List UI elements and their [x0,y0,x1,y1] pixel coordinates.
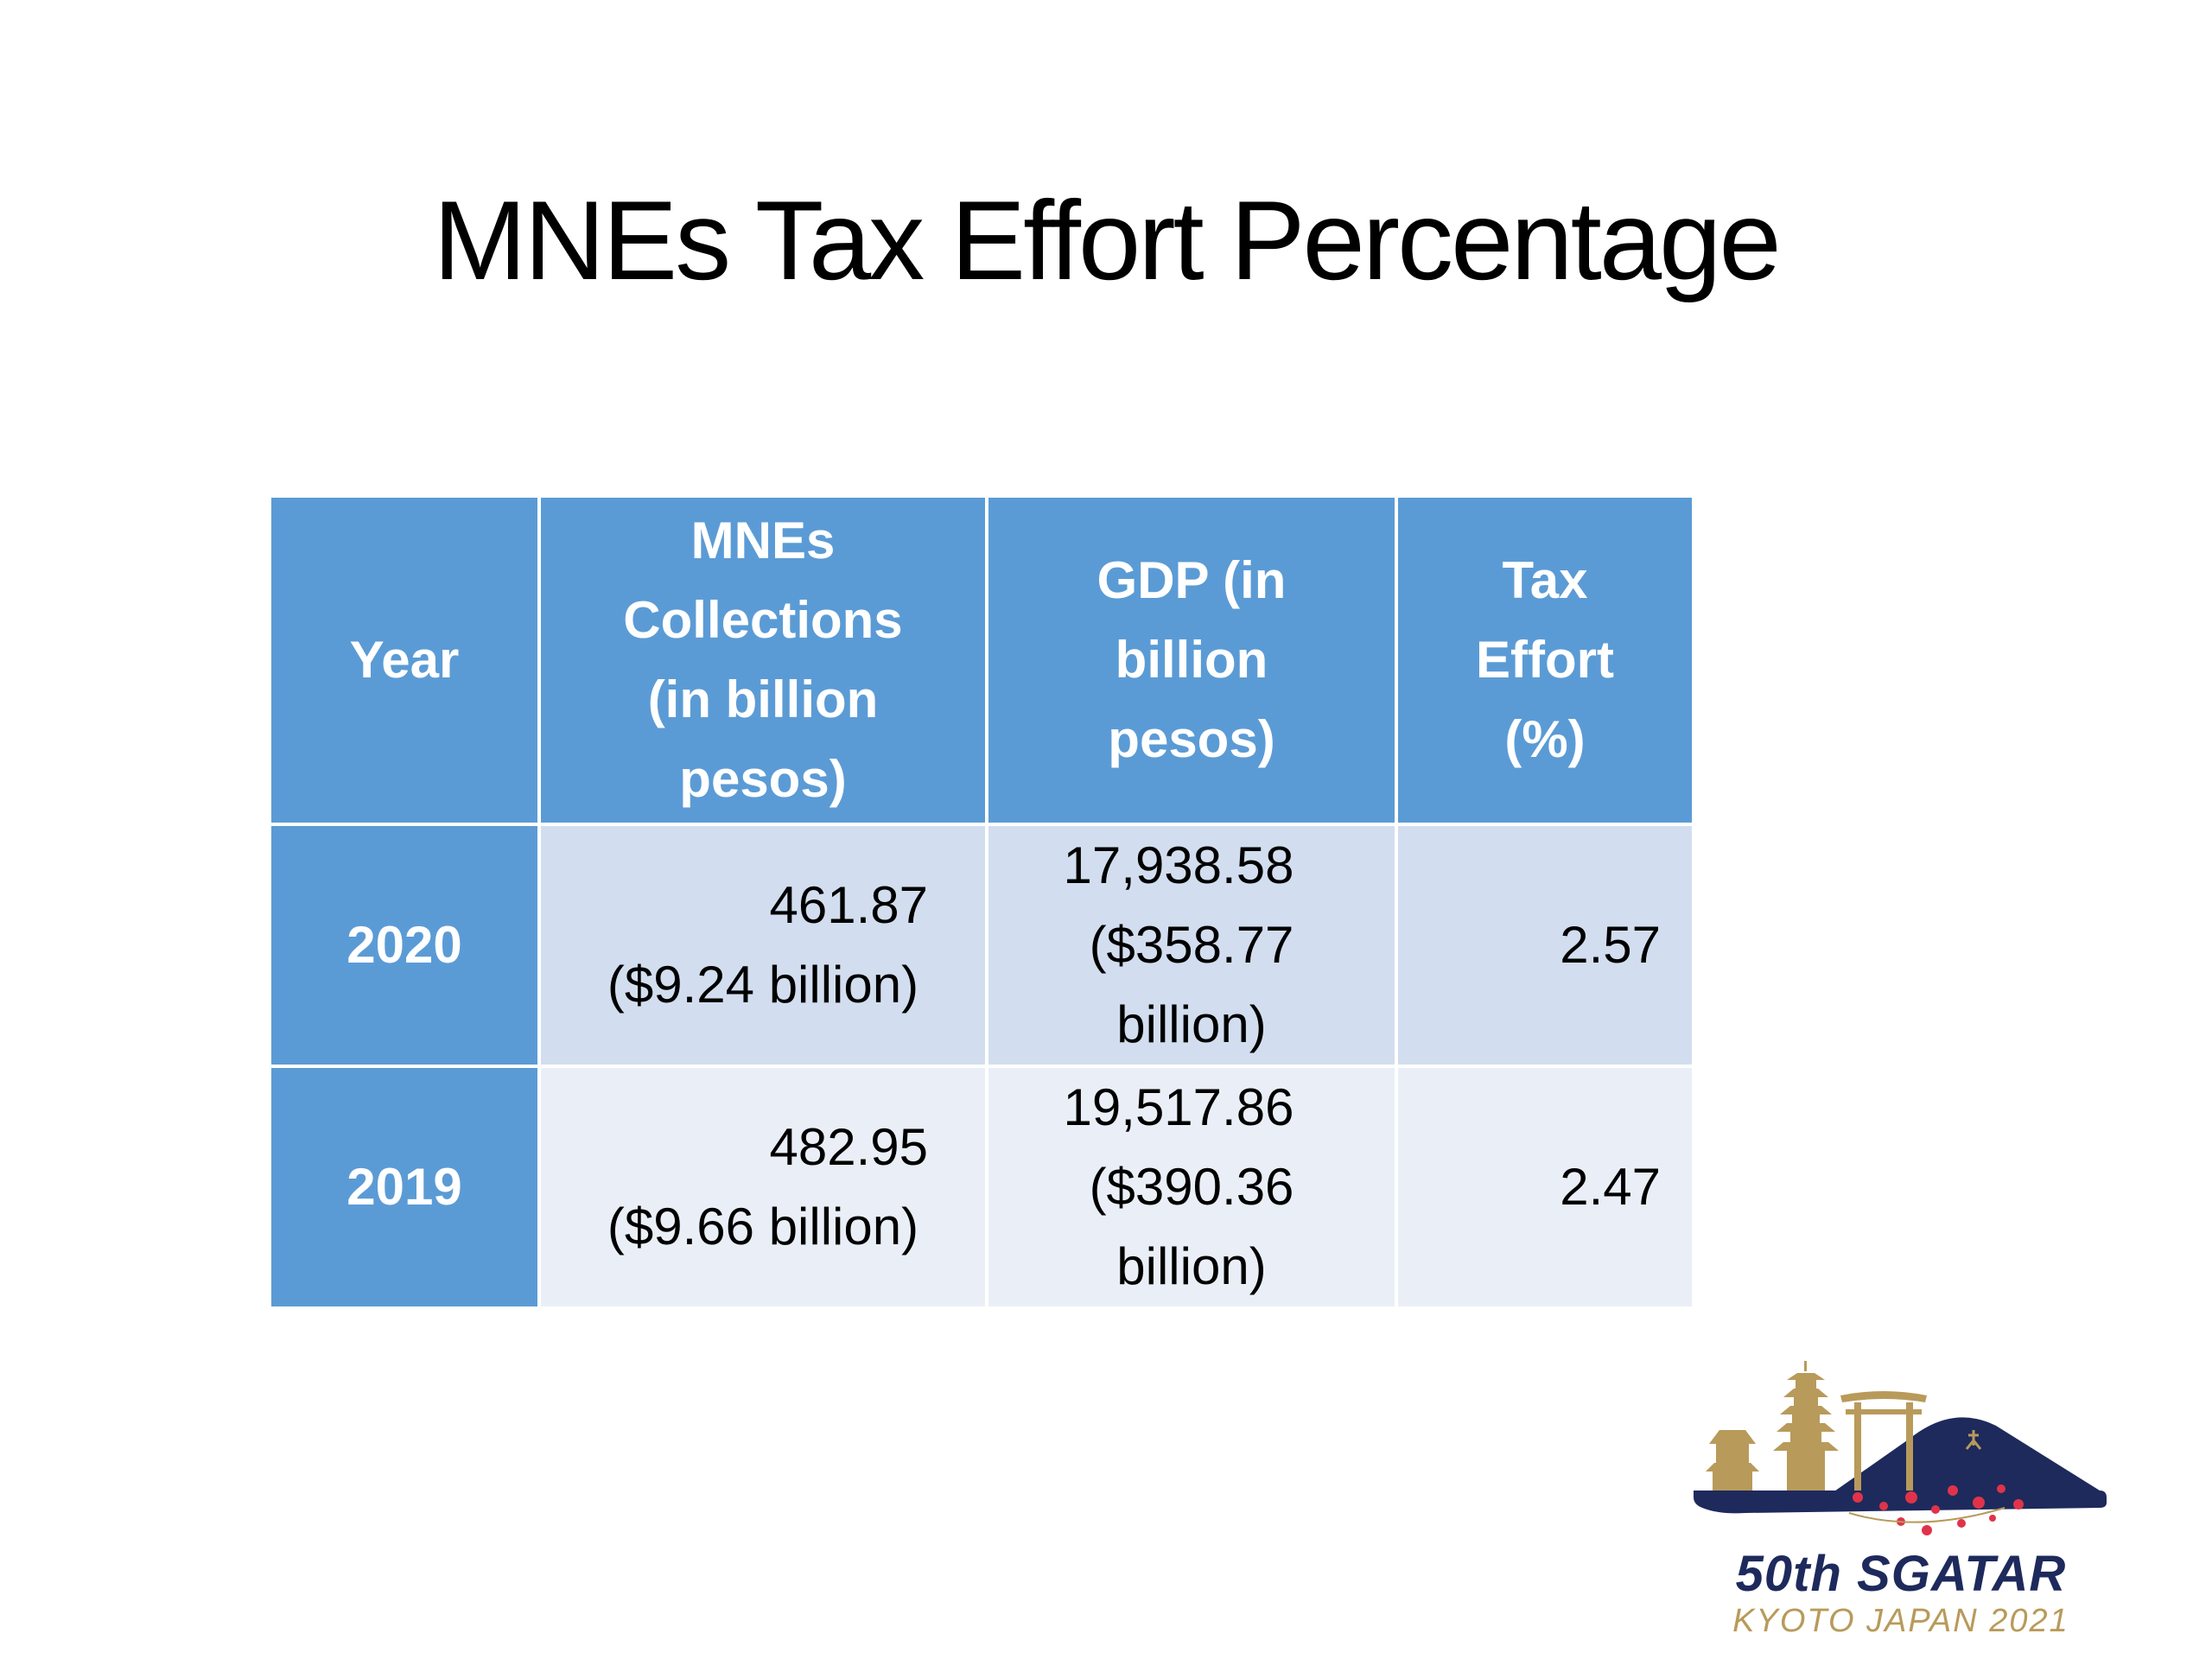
tax-effort-cell: 2.57 [1398,826,1692,1065]
gdp-value: 19,517.86 [1063,1078,1294,1136]
sgatar-logo: 50th SGATAR KYOTO JAPAN 2021 [1694,1361,2108,1646]
header-collections: MNEs Collections (in billion pesos) [541,498,985,823]
collections-value: 482.95 [769,1118,928,1176]
table-header-row: Year MNEs Collections (in billion pesos)… [271,498,1692,823]
gdp-usd: ($390.36 billion) [1089,1158,1294,1295]
logo-title: 50th SGATAR [1735,1546,2067,1602]
slide-title: MNEs Tax Effort Percentage [433,177,1781,303]
collections-value: 461.87 [769,876,928,934]
kyoto-landmarks-icon [1694,1361,2107,1535]
header-gdp: GDP (in billion pesos) [988,498,1395,823]
header-year: Year [271,498,537,823]
collections-usd: ($9.24 billion) [607,956,919,1014]
collections-usd: ($9.66 billion) [607,1198,919,1255]
collections-cell: 482.95 ($9.66 billion) [541,1068,985,1306]
collections-cell: 461.87 ($9.24 billion) [541,826,985,1065]
table-row: 2020 461.87 ($9.24 billion) 17,938.58 ($… [271,826,1692,1065]
tax-effort-table: Year MNEs Collections (in billion pesos)… [268,494,1695,1310]
gdp-value: 17,938.58 [1063,836,1294,894]
logo-subtitle: KYOTO JAPAN 2021 [1732,1603,2069,1639]
gdp-cell: 17,938.58 ($358.77 billion) [988,826,1395,1065]
table-row: 2019 482.95 ($9.66 billion) 19,517.86 ($… [271,1068,1692,1306]
year-cell: 2019 [271,1068,537,1306]
header-tax-effort: Tax Effort (%) [1398,498,1692,823]
gdp-usd: ($358.77 billion) [1089,916,1294,1053]
tax-effort-cell: 2.47 [1398,1068,1692,1306]
year-cell: 2020 [271,826,537,1065]
gdp-cell: 19,517.86 ($390.36 billion) [988,1068,1395,1306]
